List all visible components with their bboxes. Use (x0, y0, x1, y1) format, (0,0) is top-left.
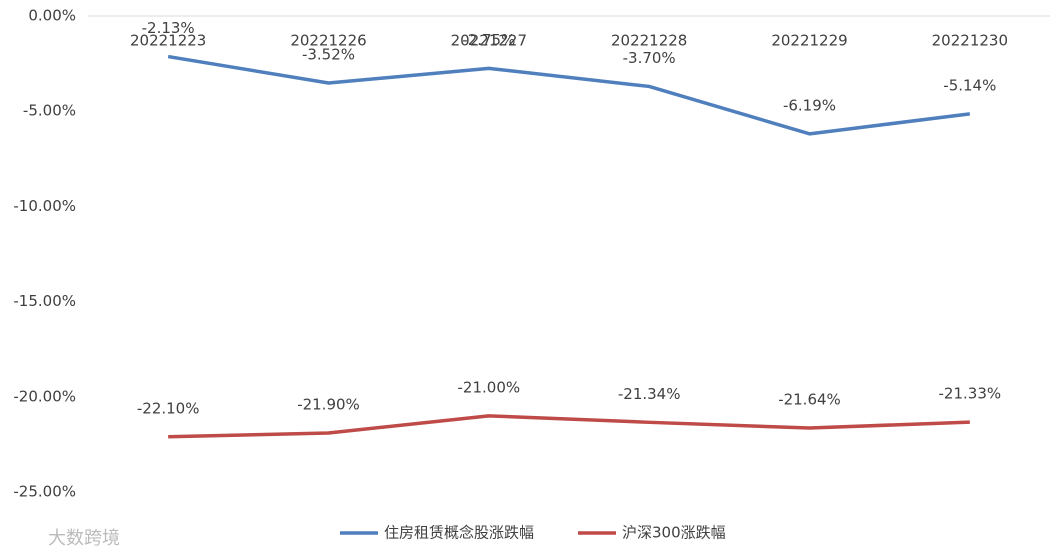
data-label: -21.00% (458, 378, 521, 396)
y-tick-label: 0.00% (28, 7, 76, 25)
data-label: -2.13% (142, 19, 195, 37)
data-label: -5.14% (943, 76, 996, 94)
data-label: -22.10% (137, 399, 200, 417)
data-label: -21.34% (618, 385, 681, 403)
y-tick-label: -10.00% (13, 197, 76, 215)
x-tick-label: 20221228 (611, 32, 687, 50)
data-label: -3.52% (302, 46, 355, 64)
y-tick-label: -20.00% (13, 387, 76, 405)
legend-label: 沪深300涨跌幅 (622, 524, 726, 542)
data-label: -6.19% (783, 96, 836, 114)
data-label: -21.64% (778, 391, 841, 409)
x-tick-label: 20221227 (451, 32, 527, 50)
data-label: -21.90% (297, 395, 360, 413)
data-label: -21.33% (939, 385, 1002, 403)
x-tick-label: 20221226 (290, 32, 366, 50)
series-line (168, 414, 970, 439)
x-tick-label: 20221229 (771, 32, 847, 50)
data-label: -3.70% (623, 49, 676, 67)
y-tick-label: -15.00% (13, 292, 76, 310)
x-tick-label: 20221223 (130, 32, 206, 50)
y-tick-label: -5.00% (23, 102, 76, 120)
y-tick-label: -25.00% (13, 483, 76, 501)
legend-label: 住房租赁概念股涨跌幅 (384, 524, 534, 542)
series-line (167, 54, 971, 136)
watermark: 大数跨境 (48, 528, 120, 549)
x-tick-label: 20221230 (932, 32, 1008, 50)
data-label: -2.75% (462, 31, 515, 49)
